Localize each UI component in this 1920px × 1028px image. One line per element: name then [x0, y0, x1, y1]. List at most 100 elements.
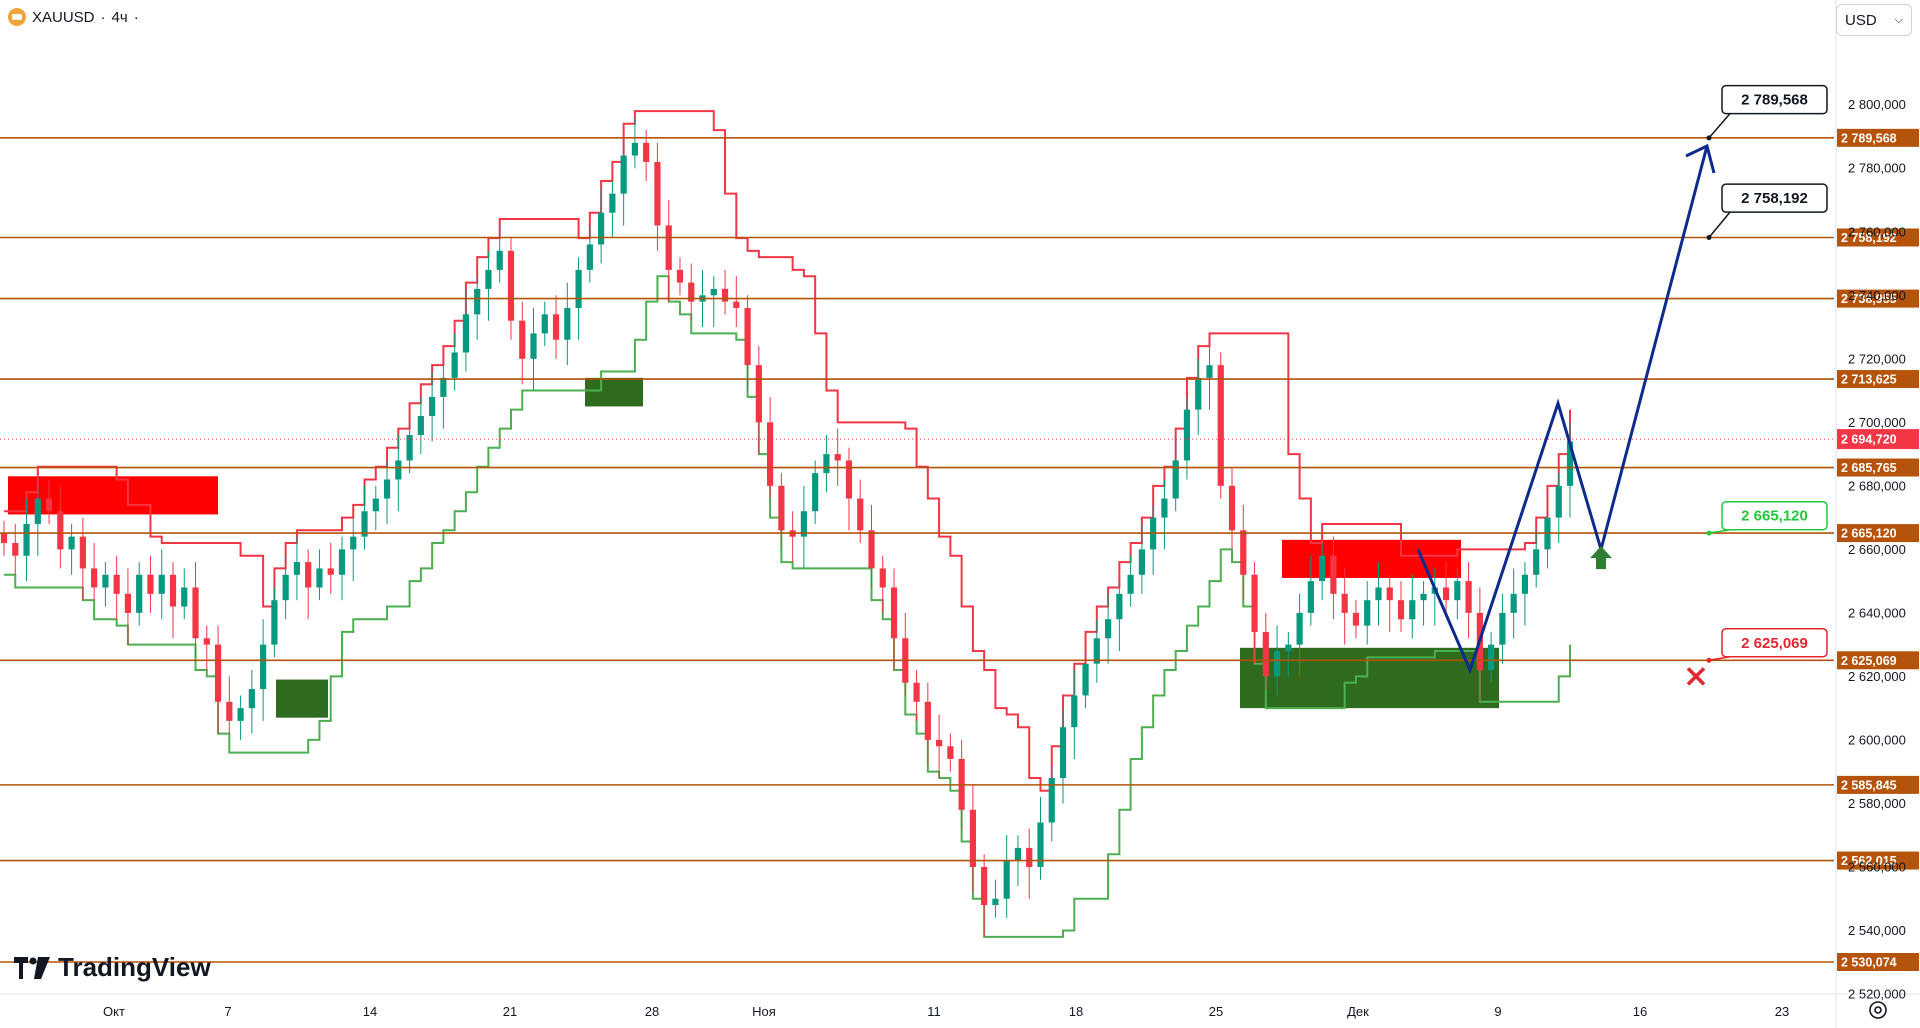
candle — [474, 276, 481, 340]
candle-body — [733, 301, 740, 308]
candle — [1217, 352, 1224, 499]
candle — [226, 676, 233, 734]
callout-label: 2 758,192 — [1741, 190, 1808, 207]
candle-body — [1206, 365, 1213, 378]
candle-body — [1138, 549, 1145, 575]
support-trail-line — [4, 275, 1571, 938]
candle — [913, 670, 920, 721]
candle — [598, 187, 605, 264]
candle-body — [598, 212, 605, 245]
symbol-name: XAUUSD — [32, 8, 95, 26]
candle — [248, 670, 255, 734]
candle-body — [1510, 593, 1517, 613]
candle — [1364, 581, 1371, 645]
price-tick-label: 2 780,000 — [1848, 161, 1906, 176]
price-level-tag-label: 2 789,568 — [1841, 131, 1897, 145]
candle-body — [1195, 377, 1202, 410]
price-tick-label: 2 640,000 — [1848, 605, 1906, 620]
candle — [1341, 568, 1348, 645]
current-price-tag — [1837, 429, 1919, 450]
callout-box — [1721, 628, 1828, 658]
tradingview-logo[interactable]: TradingView — [14, 952, 211, 983]
candle-body — [586, 244, 593, 270]
candle-body — [530, 333, 537, 359]
candle — [181, 568, 188, 620]
candle-body — [654, 161, 661, 226]
candle-body — [350, 536, 357, 550]
candle-body — [800, 511, 807, 537]
candle — [1454, 568, 1461, 620]
candle — [935, 714, 943, 779]
candle — [767, 396, 774, 499]
candle — [1499, 593, 1506, 664]
candle-body — [665, 225, 672, 270]
candle-body — [1442, 587, 1450, 601]
candle — [845, 447, 853, 531]
candle-body — [924, 701, 931, 740]
candle — [440, 365, 447, 429]
time-tick-label: 23 — [1775, 1004, 1789, 1019]
candle-body — [1454, 581, 1461, 601]
candle — [1104, 593, 1112, 664]
currency-select[interactable]: USD ⌵ — [1836, 4, 1912, 36]
candle-body — [248, 689, 255, 709]
candle-body — [1026, 847, 1033, 867]
candle — [823, 435, 830, 493]
candle-body — [744, 307, 751, 366]
candle — [902, 612, 909, 696]
price-level-tag-label: 2 585,845 — [1841, 778, 1897, 792]
time-tick-label: 11 — [927, 1004, 941, 1019]
callout-label: 2 625,069 — [1741, 635, 1808, 652]
candle — [654, 142, 661, 251]
candle — [800, 485, 807, 569]
candle — [102, 562, 109, 607]
symbol-header[interactable]: XAUUSD · 4ч · — [8, 8, 139, 26]
price-callout[interactable]: 2 758,192 — [1706, 183, 1828, 241]
time-tick-label: Дек — [1347, 1004, 1369, 1019]
candle-body — [1364, 600, 1371, 626]
price-level-tag — [1837, 370, 1919, 389]
settings-icon[interactable] — [1866, 998, 1890, 1022]
time-tick-label: 14 — [363, 1004, 377, 1019]
candle-body — [1420, 593, 1427, 601]
candle — [451, 333, 458, 391]
candle-body — [935, 739, 943, 747]
price-tick-label: 2 740,000 — [1848, 288, 1906, 303]
candle-body — [857, 498, 864, 531]
price-tick-label: 2 700,000 — [1848, 415, 1906, 430]
candle — [710, 276, 717, 328]
timeframe[interactable]: 4ч — [111, 8, 128, 26]
candle — [1555, 473, 1562, 544]
candle — [1544, 492, 1551, 569]
supply-zone — [8, 476, 218, 515]
callout-anchor — [1706, 235, 1712, 241]
candle-body — [260, 644, 267, 690]
price-callout[interactable]: 2 789,568 — [1706, 84, 1828, 141]
candle-body — [1172, 460, 1179, 499]
candle-body — [1183, 409, 1191, 461]
candle-body — [631, 142, 639, 156]
candle-body — [237, 708, 244, 721]
candle — [1533, 530, 1540, 588]
callout-box — [1721, 84, 1828, 115]
price-callout[interactable]: 2 625,069 — [1706, 628, 1828, 663]
candle — [981, 854, 988, 937]
candle — [57, 485, 64, 569]
demand-zone — [276, 679, 328, 718]
price-tick-label: 2 720,000 — [1848, 351, 1906, 366]
price-tick-label: 2 620,000 — [1848, 669, 1906, 684]
price-axis[interactable]: 2 789,568 2 758,192 2 738,955 2 713,625 2 68… — [1837, 97, 1919, 1002]
candle — [68, 523, 75, 575]
candle — [124, 568, 132, 645]
candle-body — [406, 435, 413, 461]
candle — [147, 555, 154, 613]
candle-body — [1409, 600, 1416, 620]
price-tick-label: 2 680,000 — [1848, 478, 1906, 493]
candle-body — [113, 574, 120, 594]
candle-body — [1307, 581, 1314, 613]
candle-body — [417, 415, 424, 436]
price-callout[interactable]: 2 665,120 — [1706, 500, 1828, 536]
time-axis[interactable]: Окт 7 14 21 28 Ноя 11 18 25 Дек 9 16 23 — [103, 1004, 1789, 1019]
